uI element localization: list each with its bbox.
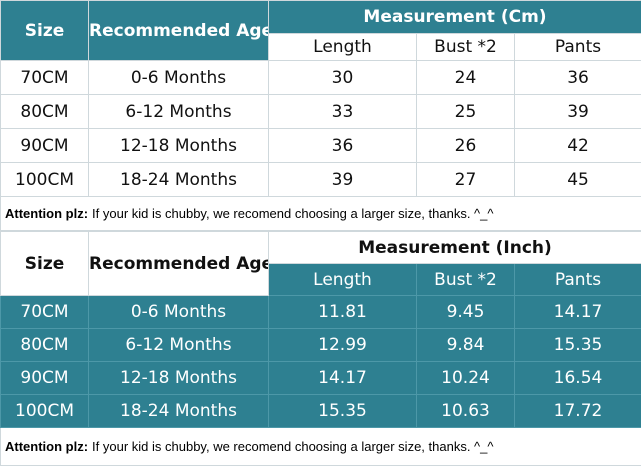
- age-header: Recommended Age: [89, 232, 269, 296]
- note-label: Attention plz:: [5, 206, 88, 221]
- cell: 42: [515, 129, 641, 163]
- column-header: Length: [269, 34, 417, 61]
- note-text: If your kid is chubby, we recomend choos…: [92, 439, 493, 454]
- cell: 39: [515, 95, 641, 129]
- cell: 15.35: [515, 329, 641, 362]
- cell: 70CM: [1, 61, 89, 95]
- cell: 14.17: [269, 362, 417, 395]
- cell: 25: [417, 95, 515, 129]
- cell: 90CM: [1, 129, 89, 163]
- cell: 12-18 Months: [89, 129, 269, 163]
- note-text: If your kid is chubby, we recomend choos…: [92, 206, 493, 221]
- cell: 9.84: [417, 329, 515, 362]
- cell: 6-12 Months: [89, 95, 269, 129]
- cell: 39: [269, 163, 417, 197]
- measurement-header: Measurement (Cm): [269, 1, 641, 34]
- cell: 36: [269, 129, 417, 163]
- cell: 36: [515, 61, 641, 95]
- column-header: Length: [269, 264, 417, 296]
- note: Attention plz: If your kid is chubby, we …: [1, 197, 641, 231]
- column-header: Bust *2: [417, 264, 515, 296]
- cell: 80CM: [1, 329, 89, 362]
- cell: 15.35: [269, 395, 417, 428]
- cell: 0-6 Months: [89, 61, 269, 95]
- size-header: Size: [1, 1, 89, 61]
- cell: 18-24 Months: [89, 395, 269, 428]
- size-header: Size: [1, 232, 89, 296]
- cell: 12.99: [269, 329, 417, 362]
- cell: 16.54: [515, 362, 641, 395]
- cell: 100CM: [1, 163, 89, 197]
- cell: 27: [417, 163, 515, 197]
- cell: 10.24: [417, 362, 515, 395]
- cell: 18-24 Months: [89, 163, 269, 197]
- cell: 10.63: [417, 395, 515, 428]
- cell: 14.17: [515, 296, 641, 329]
- cell: 90CM: [1, 362, 89, 395]
- cell: 24: [417, 61, 515, 95]
- column-header: Bust *2: [417, 34, 515, 61]
- cell: 33: [269, 95, 417, 129]
- column-header: Pants: [515, 264, 641, 296]
- note-label: Attention plz:: [5, 439, 88, 454]
- cell: 11.81: [269, 296, 417, 329]
- cell: 9.45: [417, 296, 515, 329]
- cell: 80CM: [1, 95, 89, 129]
- note-row: Attention plz: If your kid is chubby, we …: [1, 428, 641, 466]
- cell: 12-18 Months: [89, 362, 269, 395]
- cell: 26: [417, 129, 515, 163]
- note-row: Attention plz: If your kid is chubby, we …: [1, 197, 641, 231]
- cell: 6-12 Months: [89, 329, 269, 362]
- cell: 45: [515, 163, 641, 197]
- cell: 17.72: [515, 395, 641, 428]
- column-header: Pants: [515, 34, 641, 61]
- cell: 0-6 Months: [89, 296, 269, 329]
- cell: 100CM: [1, 395, 89, 428]
- cell: 30: [269, 61, 417, 95]
- note: Attention plz: If your kid is chubby, we …: [1, 428, 641, 466]
- age-header: Recommended Age: [89, 1, 269, 61]
- cell: 70CM: [1, 296, 89, 329]
- measurement-header: Measurement (Inch): [269, 232, 641, 264]
